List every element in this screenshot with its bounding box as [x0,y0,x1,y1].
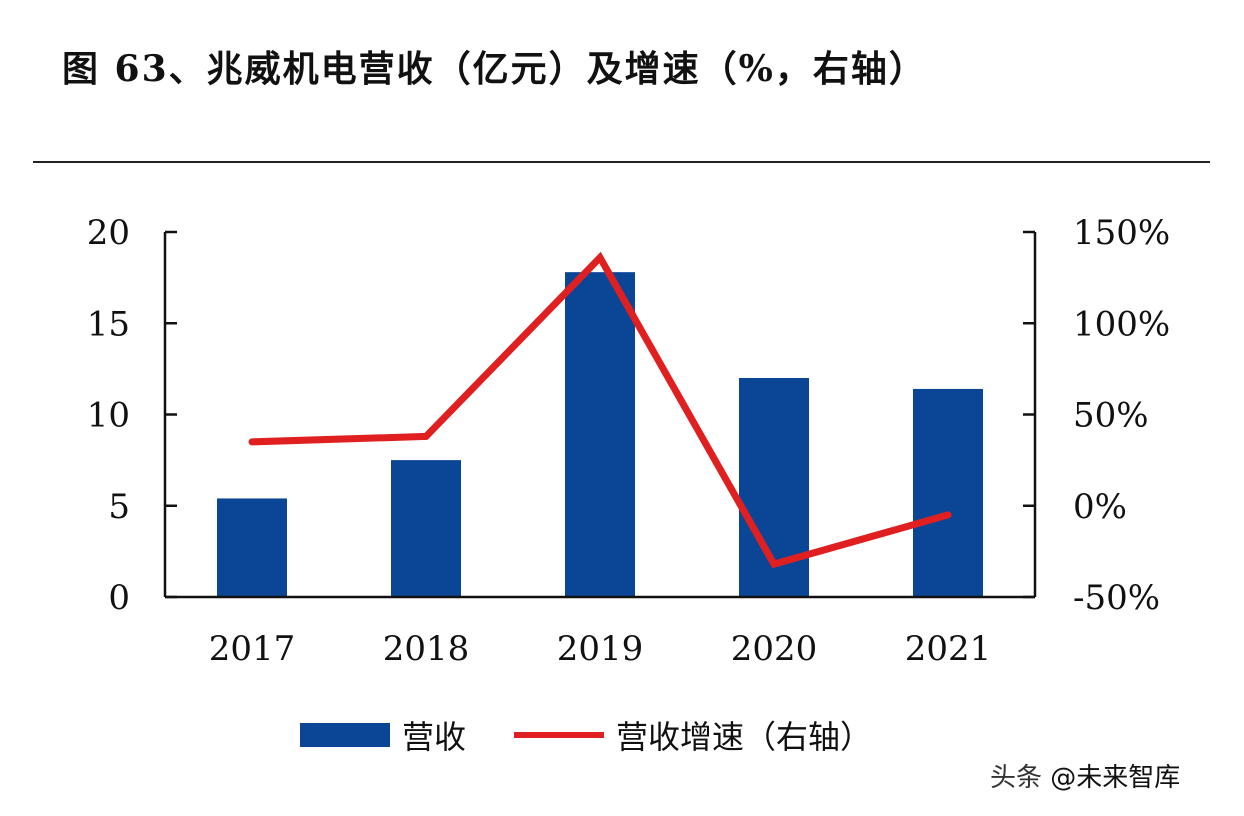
watermark-handle: @未来智库 [1050,763,1181,793]
legend-swatch-bar [300,723,390,747]
left-tick-label: 0 [108,578,130,618]
legend-item-revenue: 营收 [300,712,466,758]
legend-item-growth: 营收增速（右轴） [466,712,872,758]
left-tick-label: 10 [87,396,130,436]
watermark-prefix: 头条 [990,763,1051,793]
x-tick-label: 2021 [905,629,992,669]
revenue-bars [217,272,983,597]
x-tick-label: 2019 [557,629,644,669]
right-tick-label: 0% [1073,487,1127,527]
revenue-bar [391,460,461,597]
right-y-axis: -50% 0% 50% 100% 150% [1023,213,1170,618]
right-tick-label: 150% [1073,213,1170,253]
watermark: 头条 @未来智库 [990,757,1180,794]
right-tick-label: 50% [1073,396,1149,436]
x-tick-label: 2017 [209,629,296,669]
legend-label-revenue: 营收 [402,718,467,756]
revenue-bar [913,388,983,597]
x-tick-label: 2020 [731,629,818,669]
legend: 营收 营收增速（右轴） [300,712,872,758]
left-y-axis: 0 5 10 15 20 [87,213,177,618]
right-tick-label: 100% [1073,304,1170,344]
x-axis-labels: 2017 2018 2019 2020 2021 [165,595,1035,669]
title-divider [33,161,1210,163]
legend-label-growth: 营收增速（右轴） [616,718,873,756]
right-tick-label: -50% [1073,578,1160,618]
left-tick-label: 20 [87,213,130,253]
revenue-bar [565,272,635,597]
revenue-bar [217,498,287,597]
left-tick-label: 15 [87,304,130,344]
legend-swatch-line [514,732,605,738]
growth-line [248,251,952,569]
chart-title: 图 63、兆威机电营收（亿元）及增速（%，右轴） [62,48,927,90]
x-tick-label: 2018 [383,629,470,669]
left-tick-label: 5 [108,487,130,527]
